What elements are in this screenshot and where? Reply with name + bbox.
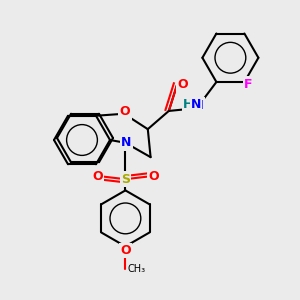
Text: H: H <box>183 98 193 111</box>
Text: O: O <box>148 170 158 183</box>
Text: N: N <box>121 136 132 149</box>
Text: HN: HN <box>183 99 204 112</box>
Text: O: O <box>120 105 130 118</box>
Text: N: N <box>190 98 201 111</box>
Text: O: O <box>120 244 131 257</box>
Text: O: O <box>177 78 188 91</box>
Text: O: O <box>92 170 103 183</box>
Text: F: F <box>244 77 253 91</box>
Text: S: S <box>121 173 130 186</box>
Text: CH₃: CH₃ <box>128 264 146 274</box>
